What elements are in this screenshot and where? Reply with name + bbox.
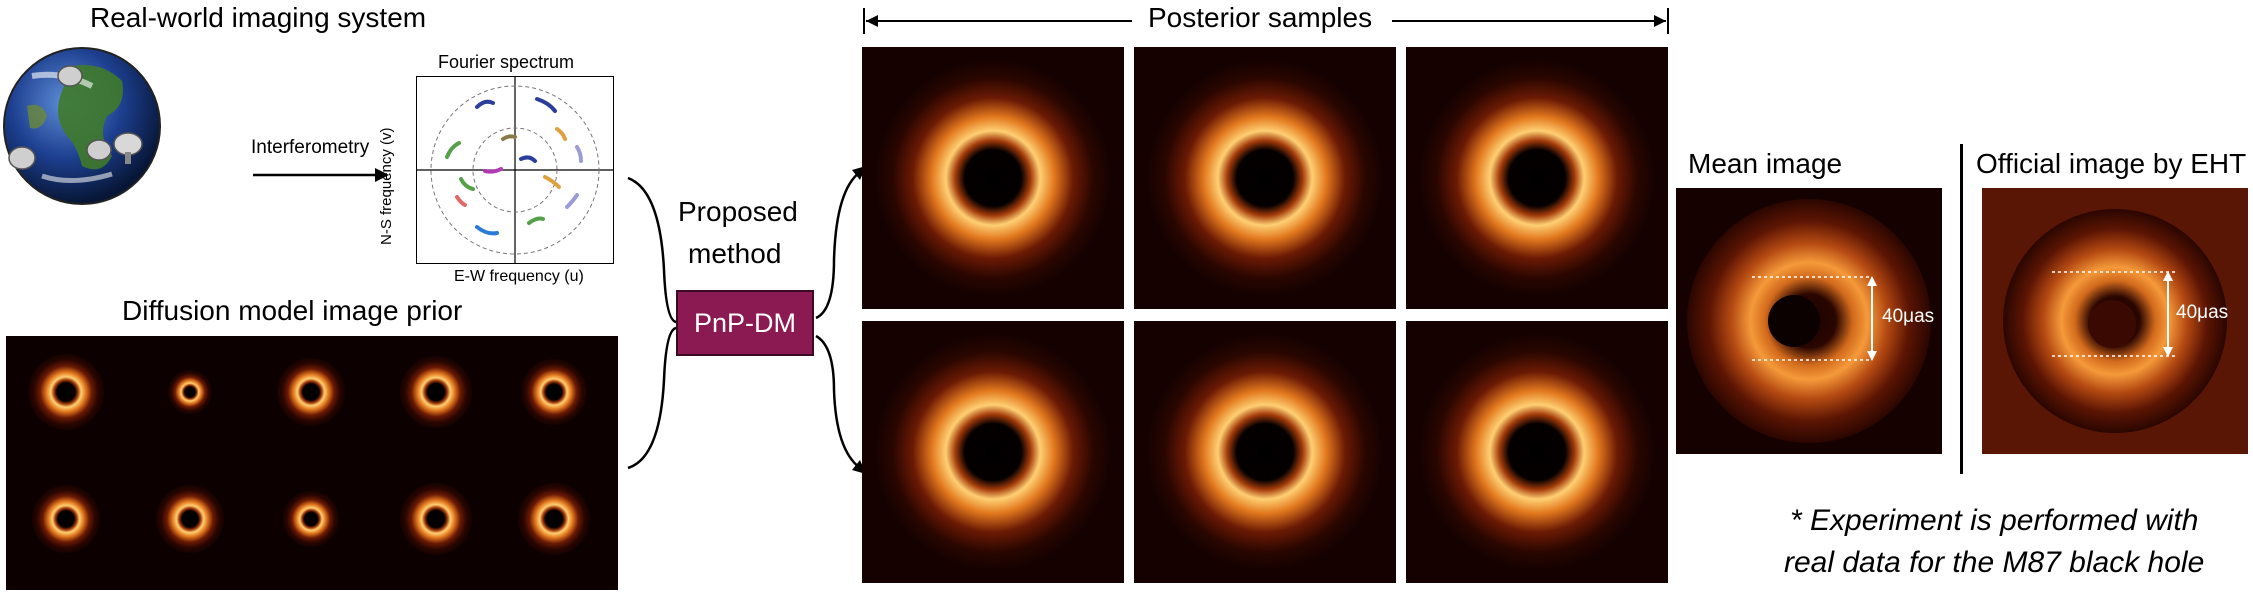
- official-image: 40μas: [1982, 188, 2248, 454]
- posterior-title: Posterior samples: [1148, 2, 1373, 33]
- pnp-dm-box: PnP-DM: [676, 290, 814, 356]
- prior-sample-8: [283, 491, 339, 547]
- posterior-sample-5: [1134, 321, 1396, 583]
- diffusion-title: Diffusion model image prior: [122, 295, 463, 326]
- posterior-span-arrow: [863, 8, 1669, 34]
- fourier-ylabel: N-S frequency (v): [378, 127, 395, 245]
- note-line-1: * Experiment is performed with: [1790, 504, 2199, 537]
- fourier-title: Fourier spectrum: [438, 52, 575, 72]
- mean-image: 40μas: [1676, 188, 1942, 454]
- prior-sample-7: [156, 485, 224, 553]
- prior-sample-3: [277, 358, 345, 426]
- mean-scale-label: 40μas: [1882, 306, 1935, 327]
- prior-sample-2: [168, 370, 212, 414]
- mean-title: Mean image: [1688, 148, 1843, 179]
- posterior-sample-2: [1134, 47, 1396, 309]
- divider: [1960, 144, 1963, 474]
- prior-sample-4: [400, 356, 472, 428]
- fourier-xlabel: E-W frequency (u): [454, 268, 584, 285]
- telescope-icon: [108, 128, 148, 166]
- real-world-title: Real-world imaging system: [90, 2, 427, 33]
- prior-sample-6: [32, 485, 100, 553]
- prior-sample-5: [521, 359, 587, 425]
- posterior-sample-6: [1406, 321, 1668, 583]
- prior-sample-9: [400, 483, 472, 555]
- fourier-plot: [416, 76, 614, 264]
- interferometry-arrow: [253, 168, 389, 182]
- posterior-sample-1: [862, 47, 1124, 309]
- diffusion-samples-strip: [6, 336, 618, 590]
- proposed-label: Proposed: [678, 196, 798, 227]
- posterior-sample-4: [862, 321, 1124, 583]
- official-title: Official image by EHT: [1976, 148, 2247, 179]
- interferometry-label: Interferometry: [251, 137, 370, 158]
- method-label: method: [688, 238, 782, 269]
- earth-image: [2, 46, 162, 206]
- pnp-dm-label: PnP-DM: [693, 307, 796, 338]
- official-scale-label: 40μas: [2176, 302, 2229, 323]
- posterior-sample-3: [1406, 47, 1668, 309]
- note-line-2: real data for the M87 black hole: [1784, 546, 2205, 579]
- prior-sample-1: [28, 354, 104, 430]
- prior-sample-10: [518, 483, 590, 555]
